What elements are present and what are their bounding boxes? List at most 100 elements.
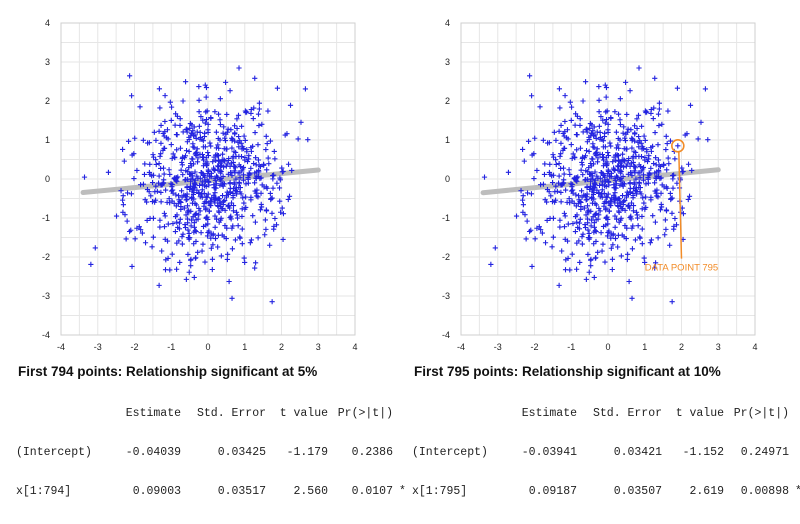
data-point: [571, 200, 577, 206]
data-point: [617, 96, 623, 102]
data-point: [579, 162, 585, 168]
data-point: [659, 121, 665, 127]
data-point: [224, 225, 230, 231]
data-point: [248, 237, 255, 243]
data-point: [582, 221, 588, 228]
data-point: [223, 163, 229, 169]
data-point: [158, 140, 164, 146]
data-point: [174, 132, 180, 138]
data-point: [212, 196, 218, 203]
data-point: [188, 223, 194, 229]
data-point: [131, 151, 137, 157]
data-point: [580, 231, 586, 237]
data-point: [263, 133, 269, 139]
data-point: [207, 173, 213, 179]
y-tick-label: -2: [42, 252, 50, 262]
data-point: [186, 230, 192, 237]
data-point: [578, 203, 584, 210]
data-point: [174, 219, 180, 225]
data-point: [604, 194, 610, 200]
y-tick-label: -4: [42, 330, 50, 340]
data-point: [184, 203, 191, 209]
data-point: [217, 163, 224, 169]
data-point: [233, 185, 239, 191]
data-point: [137, 182, 144, 188]
data-point: [226, 155, 232, 162]
data-point: [176, 226, 183, 232]
data-point: [628, 216, 634, 222]
data-point: [615, 244, 621, 250]
data-point: [256, 100, 263, 106]
data-point: [199, 248, 205, 254]
data-point: [650, 143, 656, 149]
data-point: [269, 299, 275, 305]
data-point: [221, 124, 227, 130]
data-point: [231, 168, 237, 174]
data-point: [609, 195, 615, 201]
data-point: [192, 177, 198, 183]
data-point: [550, 234, 556, 240]
data-point: [188, 178, 194, 184]
data-point: [591, 229, 597, 235]
data-point: [585, 227, 591, 233]
data-point: [587, 125, 593, 131]
data-point: [610, 232, 616, 238]
data-point: [194, 159, 201, 165]
data-point: [604, 162, 610, 168]
data-point: [270, 185, 276, 191]
data-point: [609, 266, 615, 273]
data-point: [610, 242, 616, 248]
data-point: [229, 295, 235, 301]
data-point: [197, 151, 203, 157]
data-point: [189, 217, 195, 223]
data-point: [593, 255, 599, 261]
data-point: [519, 197, 526, 203]
data-point: [302, 86, 309, 92]
data-point: [580, 98, 586, 104]
data-point: [172, 122, 178, 128]
data-point: [608, 115, 614, 121]
data-point: [228, 200, 235, 206]
data-point: [255, 194, 261, 200]
data-point: [602, 82, 608, 88]
data-point: [201, 190, 207, 197]
data-point: [568, 104, 575, 110]
data-point: [142, 161, 148, 167]
data-point: [689, 167, 695, 174]
data-point: [677, 177, 683, 183]
data-point: [202, 259, 208, 265]
data-point: [179, 159, 185, 166]
data-point: [558, 165, 564, 172]
x-tick-label: 2: [279, 342, 284, 352]
data-point: [184, 185, 190, 191]
data-point: [280, 168, 286, 175]
data-point: [162, 118, 168, 125]
data-point: [664, 140, 670, 147]
data-point: [253, 260, 259, 266]
x-tick-label: -1: [167, 342, 175, 352]
data-point: [572, 228, 579, 235]
data-point: [639, 241, 645, 247]
data-point: [582, 79, 589, 85]
tick-labels: -4 -3 -2 -1 0 1 2 3 4 -4 -3 -2 -1 0 1 2 3 4: [442, 18, 758, 352]
data-point: [637, 170, 643, 176]
data-point: [641, 200, 647, 206]
data-point: [191, 274, 197, 281]
y-tick-label: 0: [45, 174, 50, 184]
data-point: [192, 151, 198, 157]
data-point: [186, 269, 192, 275]
data-point: [574, 147, 580, 153]
data-point: [544, 217, 550, 224]
data-point: [215, 153, 221, 159]
data-point: [228, 170, 234, 176]
data-point: [558, 189, 564, 196]
data-point: [588, 163, 594, 169]
data-point: [640, 177, 647, 183]
data-point: [174, 147, 180, 153]
data-point: [593, 135, 599, 142]
data-point: [142, 240, 149, 246]
data-point: [242, 154, 248, 161]
data-point: [216, 158, 222, 164]
data-point: [232, 123, 238, 129]
